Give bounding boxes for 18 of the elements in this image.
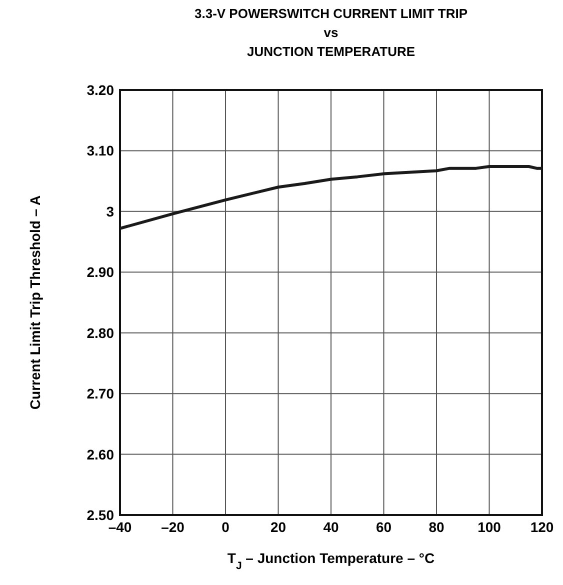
y-tick-label: 2.70	[86, 386, 114, 402]
chart-title: 3.3-V POWERSWITCH CURRENT LIMIT TRIP vs JUNCTION TEMPERATURE	[194, 6, 468, 59]
x-tick-label: 60	[376, 519, 392, 535]
x-tick-label: 20	[270, 519, 286, 535]
x-axis-title: T$_{J}$ – Junction Temperature – °C	[227, 550, 435, 572]
x-tick-label: 80	[428, 519, 444, 535]
y-tick-label: 2.80	[86, 324, 114, 341]
x-tick-label: 120	[530, 519, 554, 535]
x-tick-label: –20	[161, 519, 185, 535]
x-tick-label: 40	[323, 519, 339, 535]
y-axis-title: Current Limit Trip Threshold – A	[27, 195, 43, 410]
y-tick-label: 3.20	[86, 82, 114, 98]
y-tick-label: 3	[106, 203, 114, 220]
y-tick-label: 3.10	[86, 142, 114, 159]
x-tick-label: 100	[478, 519, 502, 535]
x-tick-label: 0	[222, 519, 230, 535]
y-tick-label: 2.60	[86, 446, 114, 462]
y-tick-label: 2.90	[86, 264, 114, 280]
